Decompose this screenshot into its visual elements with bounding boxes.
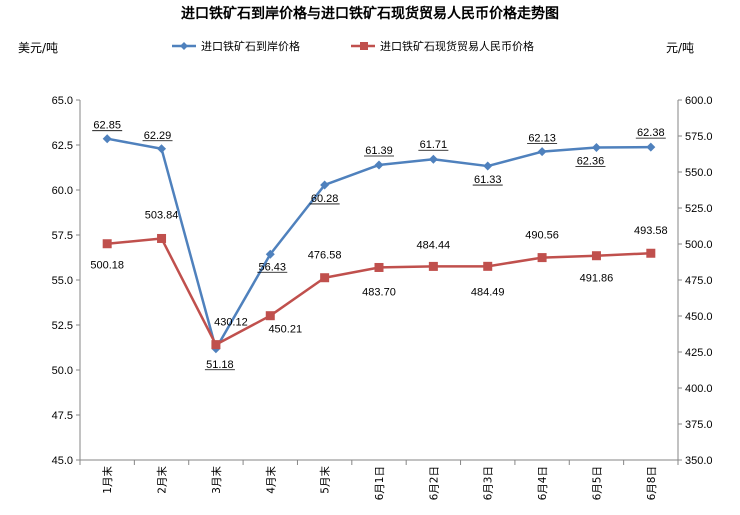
series-1-point	[483, 161, 493, 171]
series-2-data-label: 490.56	[525, 230, 559, 242]
series-1-point	[374, 160, 384, 170]
series-1-point	[102, 134, 112, 144]
series-2-point	[591, 251, 601, 261]
series-2-point	[428, 261, 438, 271]
series-1-data-label: 61.33	[474, 174, 502, 186]
series-1-point	[591, 143, 601, 153]
right-tick-label: 450.0	[685, 311, 713, 323]
series-line-1	[106, 137, 651, 351]
right-tick-label: 350.0	[685, 455, 713, 467]
series-1-data-label: 62.36	[577, 156, 605, 168]
right-tick-label: 525.0	[685, 203, 713, 215]
left-tick-label: 52.5	[52, 320, 73, 332]
data-labels: 62.85 62.29 51.18 56.43 60.28 61.39 61.71 61.33…	[90, 120, 667, 371]
series-1-data-label: 51.18	[206, 359, 234, 371]
series-2-point	[157, 233, 167, 243]
series-2-data-label: 476.58	[308, 250, 342, 262]
right-axis-unit: 元/吨	[666, 41, 694, 55]
series-2-data-label: 484.44	[417, 239, 451, 251]
series-1-data-label: 56.43	[259, 261, 287, 273]
right-tick-label: 375.0	[685, 419, 713, 431]
series-1-point	[537, 147, 547, 157]
x-tick-label: 6月3日	[483, 466, 495, 500]
left-tick-label: 60.0	[52, 185, 73, 197]
series-1-data-label: 61.71	[420, 139, 448, 151]
x-tick-label: 3月末	[210, 466, 223, 494]
series-1-point	[320, 180, 330, 190]
right-tick-label: 600.0	[685, 95, 713, 107]
series-2-data-label: 500.18	[90, 260, 124, 272]
x-tick-label: 6月4日	[537, 466, 549, 500]
series-2-data-label: 483.70	[362, 286, 396, 298]
axes: 45.0 47.5 50.0 52.5 55.0 57.5 60.0 62.5 65.0 350.…	[52, 95, 713, 500]
series-1-data-label: 61.39	[365, 145, 393, 157]
x-tick-label: 6月2日	[428, 466, 440, 500]
left-tick-label: 45.0	[52, 455, 73, 467]
right-tick-label: 550.0	[685, 167, 713, 179]
series-1-point	[157, 144, 167, 154]
legend: 进口铁矿石到岸价格 进口铁矿石现货贸易人民币价格	[172, 39, 534, 53]
series-2-point	[374, 262, 384, 272]
left-tick-label: 50.0	[52, 365, 73, 377]
series-2-point	[320, 273, 330, 283]
right-tick-label: 425.0	[685, 347, 713, 359]
left-tick-label: 57.5	[52, 230, 73, 242]
series-1-data-label: 62.29	[144, 130, 172, 142]
left-tick-label: 62.5	[52, 140, 73, 152]
series-1-point	[428, 154, 438, 164]
left-axis-unit: 美元/吨	[18, 41, 58, 55]
series-2-point	[646, 248, 656, 258]
series-2-point	[265, 311, 275, 321]
left-tick-label: 65.0	[52, 95, 73, 107]
x-tick-label: 6月5日	[591, 466, 603, 500]
series-2-data-label: 450.21	[268, 324, 302, 336]
legend-marker-series-1	[180, 42, 188, 50]
series-2-data-label: 491.86	[580, 273, 614, 285]
legend-label-series-2: 进口铁矿石现货贸易人民币价格	[380, 39, 534, 53]
x-tick-label: 5月末	[319, 466, 332, 494]
series-1-data-label: 60.28	[311, 193, 339, 205]
chart-title: 进口铁矿石到岸价格与进口铁矿石现货贸易人民币价格走势图	[181, 5, 559, 22]
left-tick-label: 47.5	[52, 410, 73, 422]
series-2-point	[211, 340, 221, 350]
series-2-point	[537, 253, 547, 263]
right-tick-label: 575.0	[685, 131, 713, 143]
right-tick-label: 475.0	[685, 275, 713, 287]
series-1-point	[265, 249, 275, 259]
series-layer	[102, 134, 656, 354]
x-tick-label: 1月末	[101, 466, 114, 494]
series-2-data-label: 503.84	[145, 209, 179, 221]
series-2-data-label: 430.12	[214, 317, 248, 329]
right-tick-label: 400.0	[685, 383, 713, 395]
x-tick-label: 6月1日	[374, 466, 386, 500]
series-1-data-label: 62.13	[528, 133, 556, 145]
x-tick-label: 6月8日	[646, 466, 658, 500]
legend-marker-series-2	[360, 42, 368, 50]
x-tick-label: 4月末	[264, 466, 277, 494]
series-2-data-label: 484.49	[471, 286, 505, 298]
series-1-point	[646, 142, 656, 152]
series-2-point	[102, 239, 112, 249]
series-2-point	[483, 261, 493, 271]
left-tick-label: 55.0	[52, 275, 73, 287]
x-tick-label: 2月末	[156, 466, 169, 494]
legend-label-series-1: 进口铁矿石到岸价格	[201, 39, 300, 53]
series-1-data-label: 62.85	[93, 120, 121, 132]
series-1-data-label: 62.38	[637, 127, 665, 139]
right-tick-label: 500.0	[685, 239, 713, 251]
series-2-data-label: 493.58	[634, 225, 668, 237]
